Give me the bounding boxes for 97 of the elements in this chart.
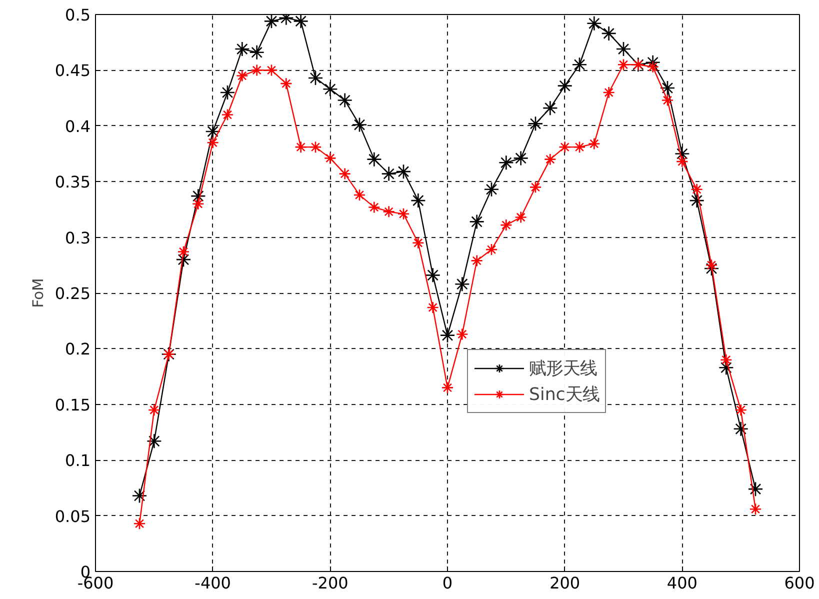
y-tick-label: 0.3 <box>65 228 91 248</box>
point <box>382 206 395 218</box>
point <box>205 124 220 140</box>
point <box>602 86 615 99</box>
point <box>514 211 527 224</box>
point <box>410 192 426 208</box>
point <box>220 84 236 100</box>
point <box>192 198 204 210</box>
point <box>544 153 556 166</box>
point <box>221 108 234 121</box>
x-tick-label: 400 <box>666 574 698 592</box>
point <box>646 60 659 74</box>
point <box>176 252 192 268</box>
point <box>264 14 280 29</box>
x-tick-label: 0 <box>442 574 453 592</box>
legend-label: Sinc天线 <box>529 384 600 406</box>
point <box>586 16 602 32</box>
point <box>573 140 586 154</box>
point <box>236 70 248 82</box>
point <box>733 421 748 437</box>
point <box>485 243 498 256</box>
legend-label: 赋形天线 <box>529 358 597 380</box>
point <box>601 26 616 42</box>
x-tick-label: -400 <box>194 574 231 592</box>
point <box>454 276 470 292</box>
point <box>440 328 456 343</box>
point <box>280 77 292 90</box>
point <box>425 268 440 283</box>
point <box>588 138 600 150</box>
point <box>734 404 747 416</box>
point <box>146 434 162 449</box>
point <box>353 188 366 202</box>
point <box>616 41 632 57</box>
y-tick-label: 0.05 <box>54 506 90 526</box>
point <box>234 41 250 57</box>
x-tick-label: 200 <box>550 574 580 592</box>
point <box>528 116 544 132</box>
y-tick-label: 0.1 <box>65 451 91 470</box>
point <box>249 44 264 60</box>
y-tick-label: 0.5 <box>65 6 91 24</box>
y-tick-label: 0.45 <box>54 61 90 80</box>
point <box>484 182 500 198</box>
point <box>381 166 396 182</box>
point <box>366 152 382 167</box>
point <box>396 164 412 180</box>
point <box>557 78 572 94</box>
point <box>412 236 424 250</box>
point <box>690 183 703 196</box>
point <box>397 208 410 220</box>
point <box>661 94 674 106</box>
y-tick-label: 0.25 <box>54 284 90 303</box>
point <box>469 214 484 230</box>
point <box>498 155 514 170</box>
point <box>617 58 630 71</box>
point <box>441 382 454 394</box>
point <box>748 481 764 497</box>
point <box>309 140 322 154</box>
point <box>322 81 338 97</box>
point <box>190 188 206 204</box>
point <box>308 70 324 86</box>
point <box>265 64 278 76</box>
point <box>500 218 512 232</box>
y-tick-label: 0.35 <box>54 172 90 192</box>
point <box>250 64 263 76</box>
point <box>660 80 676 96</box>
y-tick-label: 0.15 <box>54 395 90 414</box>
x-tick-label: 600 <box>784 574 815 592</box>
point <box>324 152 336 164</box>
point <box>132 488 148 504</box>
point <box>426 301 439 314</box>
point <box>352 117 368 132</box>
point <box>294 140 307 154</box>
point <box>749 502 762 516</box>
point <box>689 192 704 208</box>
point <box>206 136 219 149</box>
point <box>338 168 351 180</box>
point <box>705 259 718 272</box>
point <box>337 92 352 108</box>
y-tick-label: 0.4 <box>65 116 91 136</box>
point <box>572 56 588 72</box>
point <box>558 140 571 154</box>
point <box>676 155 688 168</box>
point <box>529 181 542 194</box>
x-tick-label: -200 <box>312 574 348 592</box>
point <box>368 201 380 214</box>
point <box>133 517 146 530</box>
y-axis-title: FoM <box>30 278 47 308</box>
point <box>542 100 558 116</box>
point <box>513 150 528 166</box>
point <box>720 354 732 366</box>
point <box>470 254 483 267</box>
point <box>148 404 160 416</box>
point <box>293 14 308 29</box>
point <box>674 146 690 162</box>
point <box>456 328 468 340</box>
point <box>177 246 190 258</box>
y-tick-label: 0.2 <box>65 340 91 359</box>
